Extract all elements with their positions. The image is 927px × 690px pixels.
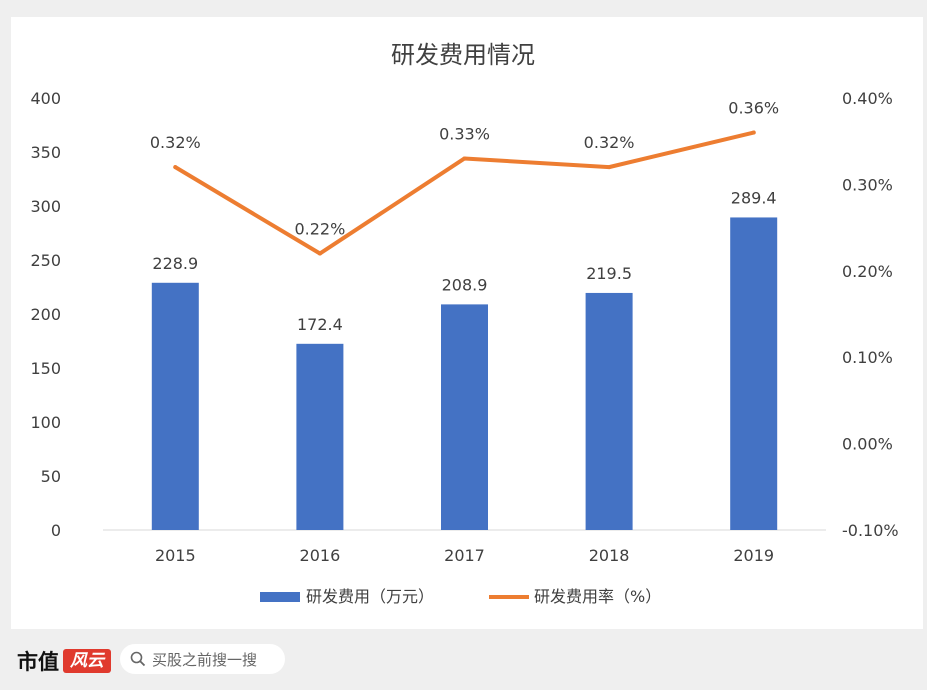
bar-data-label: 208.9 xyxy=(442,275,488,294)
search-placeholder: 买股之前搜一搜 xyxy=(152,650,258,669)
bar-data-label: 289.4 xyxy=(731,188,777,207)
line-path xyxy=(173,130,756,256)
bar xyxy=(441,304,488,530)
brand-name: 市值 xyxy=(17,649,59,674)
legend-label-bar: 研发费用（万元） xyxy=(306,587,434,606)
bar-series xyxy=(151,217,778,530)
y-left-tick-label: 350 xyxy=(30,143,61,162)
footer-bar: 市值 风云 买股之前搜一搜 xyxy=(0,632,927,690)
y-left-tick-label: 100 xyxy=(30,413,61,432)
x-tick-label: 2018 xyxy=(589,546,630,565)
bar xyxy=(151,282,199,530)
y-right-tick-label: 0.20% xyxy=(842,262,893,281)
legend: 研发费用（万元） 研发费用率（%） xyxy=(260,587,661,606)
y-right-tick-label: 0.40% xyxy=(842,89,893,108)
y-left-tick-label: 400 xyxy=(30,89,61,108)
line-data-label: 0.32% xyxy=(150,133,201,152)
line-point xyxy=(173,165,178,170)
y-left-tick-label: 300 xyxy=(30,197,61,216)
bar-data-labels: 228.9 172.4 208.9 219.5 289.4 xyxy=(152,188,776,333)
line-point xyxy=(462,156,467,161)
bar-data-label: 172.4 xyxy=(297,315,343,334)
bar-data-label: 219.5 xyxy=(586,264,632,283)
brand-seal: 风云 xyxy=(63,649,111,673)
line-data-labels: 0.32% 0.22% 0.33% 0.32% 0.36% xyxy=(150,99,779,239)
line-data-label: 0.22% xyxy=(294,220,345,239)
x-axis-ticks: 2015 2016 2017 2018 2019 xyxy=(155,546,774,565)
line-series xyxy=(173,130,756,256)
y-right-tick-label: 0.00% xyxy=(842,435,893,454)
x-tick-label: 2019 xyxy=(733,546,774,565)
y-left-tick-label: 50 xyxy=(41,467,61,486)
bar xyxy=(296,343,344,530)
line-data-label: 0.36% xyxy=(728,99,779,118)
y-right-tick-label: -0.10% xyxy=(842,521,899,540)
legend-label-line: 研发费用率（%） xyxy=(534,587,661,606)
bar xyxy=(730,217,778,530)
x-tick-label: 2016 xyxy=(300,546,341,565)
y-right-tick-label: 0.10% xyxy=(842,348,893,367)
chart-title: 研发费用情况 xyxy=(391,41,535,69)
y-left-tick-label: 150 xyxy=(30,359,61,378)
line-point xyxy=(317,251,322,256)
y-left-tick-label: 200 xyxy=(30,305,61,324)
line-data-label: 0.32% xyxy=(584,133,635,152)
brand-logo[interactable]: 市值 风云 xyxy=(17,646,111,676)
line-point xyxy=(607,165,612,170)
search-icon xyxy=(130,651,146,667)
bar-data-label: 228.9 xyxy=(152,254,198,273)
search-box[interactable]: 买股之前搜一搜 xyxy=(120,644,285,674)
x-tick-label: 2015 xyxy=(155,546,196,565)
y-left-tick-label: 250 xyxy=(30,251,61,270)
chart-card: 研发费用情况 0 50 100 150 200 250 300 350 400 -0.10% 0.… xyxy=(11,17,923,629)
x-tick-label: 2017 xyxy=(444,546,485,565)
line-data-label: 0.33% xyxy=(439,124,490,143)
line-point xyxy=(751,130,756,135)
left-axis: 0 50 100 150 200 250 300 350 400 xyxy=(30,89,61,540)
right-axis: -0.10% 0.00% 0.10% 0.20% 0.30% 0.40% xyxy=(842,89,899,540)
legend-swatch-bar xyxy=(260,592,300,602)
bar xyxy=(585,292,633,530)
y-left-tick-label: 0 xyxy=(51,521,61,540)
combo-chart: 研发费用情况 0 50 100 150 200 250 300 350 400 -0.10% 0.… xyxy=(30,41,899,606)
y-right-tick-label: 0.30% xyxy=(842,175,893,194)
